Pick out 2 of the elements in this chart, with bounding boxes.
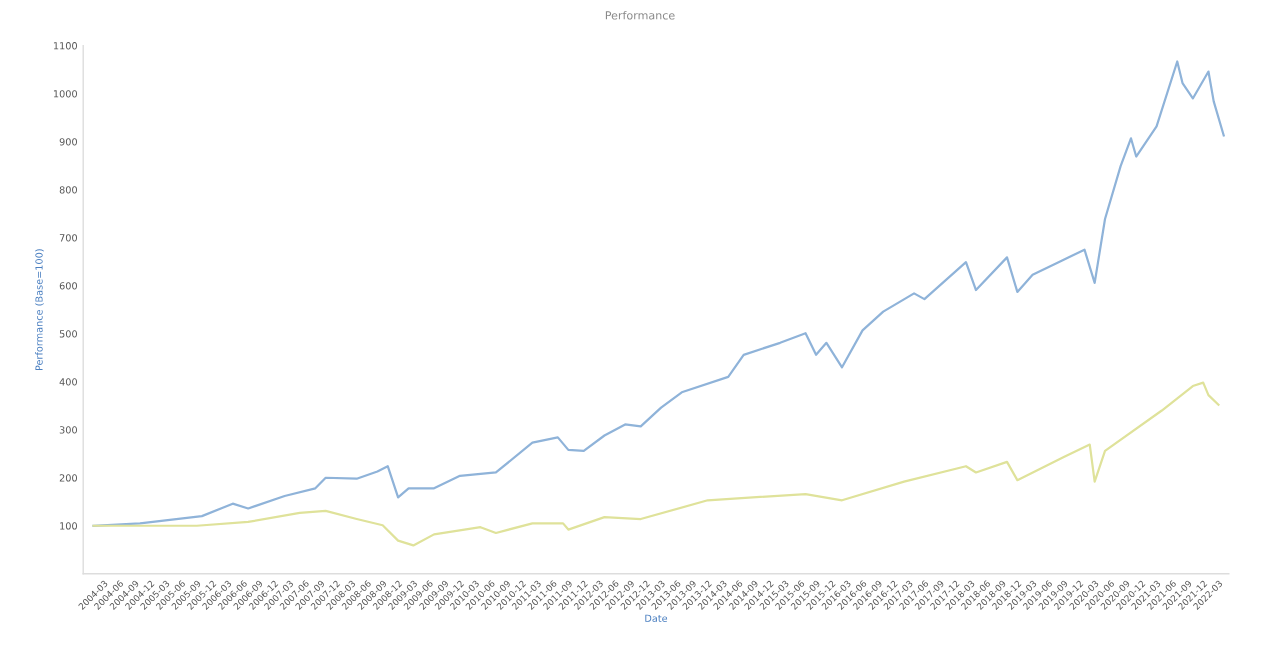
line-series	[92, 381, 1220, 547]
line-series	[92, 60, 1225, 527]
